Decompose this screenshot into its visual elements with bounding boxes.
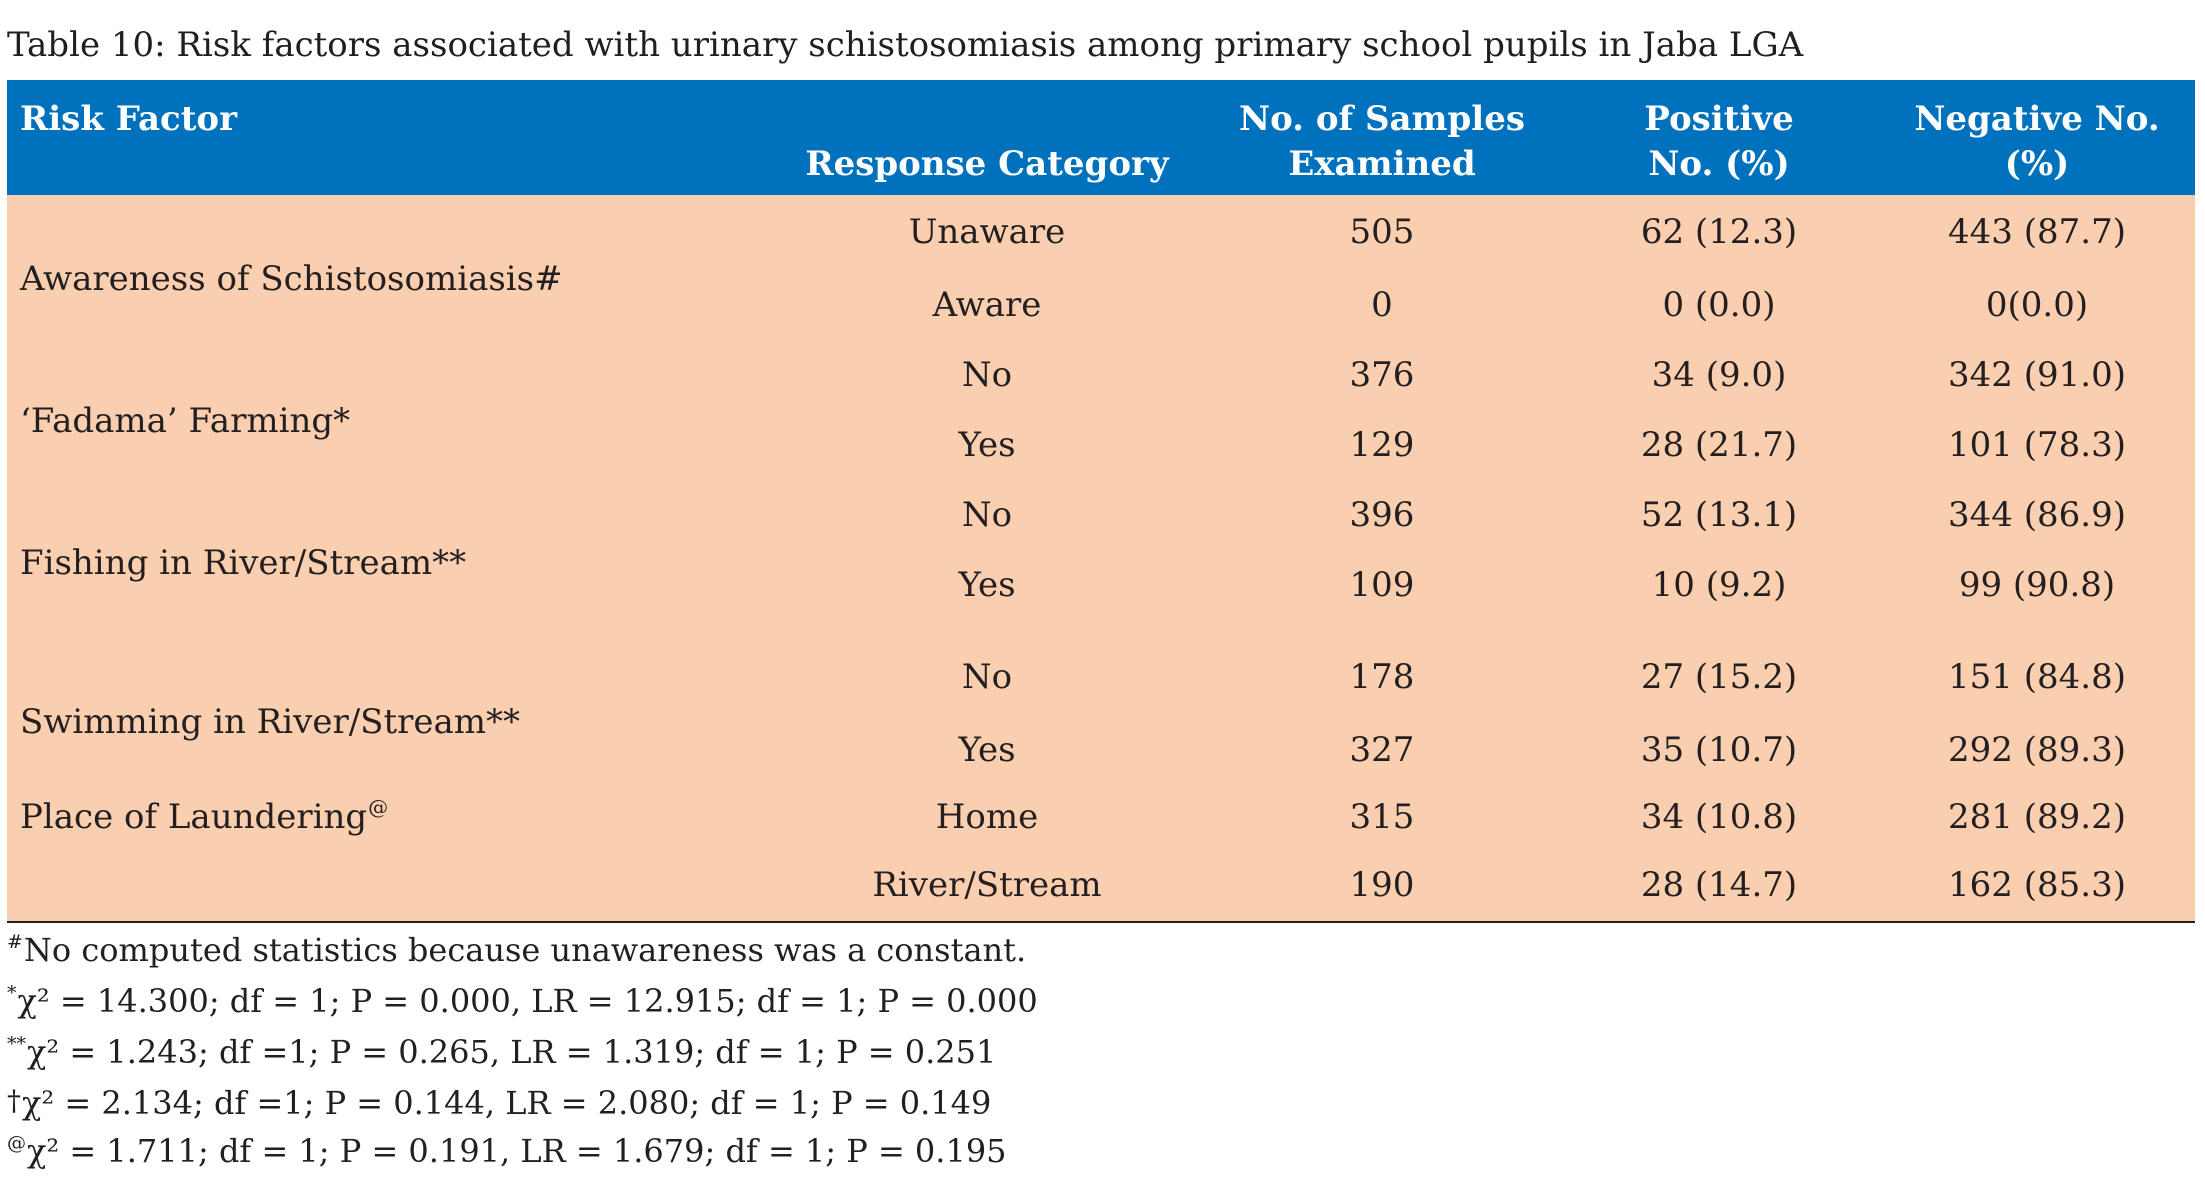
negative-cell: 0(0.0) bbox=[1985, 284, 2089, 325]
header-negative-line2: (%) bbox=[2004, 144, 2070, 184]
risk-factor-cell: Fishing in River/Stream** bbox=[20, 542, 467, 583]
table-header: Risk Factor Response Category No. of Sam… bbox=[7, 80, 2195, 195]
negative-cell: 344 (86.9) bbox=[1948, 494, 2126, 535]
response-category-cell: No bbox=[961, 494, 1013, 535]
risk-factor-marker: @ bbox=[368, 795, 389, 819]
response-category-cell: Yes bbox=[958, 564, 1016, 605]
risk-factors-table: Risk Factor Response Category No. of Sam… bbox=[7, 80, 2195, 923]
footnote-text: χ² = 1.711; df = 1; P = 0.191, LR = 1.67… bbox=[27, 1132, 1007, 1170]
footnote: *χ² = 14.300; df = 1; P = 0.000, LR = 12… bbox=[7, 978, 1038, 1029]
footnote: **χ² = 1.243; df =1; P = 0.265, LR = 1.3… bbox=[7, 1029, 1038, 1080]
negative-cell: 292 (89.3) bbox=[1948, 729, 2126, 770]
header-samples-line1: No. of Samples bbox=[1239, 99, 1525, 139]
table-row: Awareness of Schistosomiasis# Unaware 50… bbox=[7, 195, 2195, 299]
samples-examined-cell: 315 bbox=[1349, 797, 1415, 837]
negative-cell: 162 (85.3) bbox=[1948, 865, 2126, 905]
positive-cell: 34 (10.8) bbox=[1640, 797, 1798, 837]
footnote: #No computed statistics because unawaren… bbox=[7, 927, 1038, 978]
header-samples-examined: No. of Samples Examined bbox=[1205, 80, 1559, 195]
positive-cell: 28 (21.7) bbox=[1640, 424, 1798, 465]
response-category-cell: No bbox=[961, 657, 1013, 697]
header-samples-line2: Examined bbox=[1288, 144, 1476, 184]
positive-cell: 0 (0.0) bbox=[1662, 284, 1776, 325]
positive-cell: 34 (9.0) bbox=[1651, 354, 1787, 395]
samples-examined-cell: 327 bbox=[1349, 729, 1415, 770]
risk-factor-label: Place of Laundering bbox=[20, 797, 368, 837]
table-row: Swimming in River/Stream** No 178 27 (15… bbox=[7, 620, 2195, 742]
footnote: †χ² = 2.134; df =1; P = 0.144, LR = 2.08… bbox=[7, 1080, 1038, 1128]
table-row: Fishing in River/Stream** No 396 52 (13.… bbox=[7, 480, 2195, 583]
samples-examined-cell: 190 bbox=[1349, 865, 1415, 905]
header-risk-factor: Risk Factor bbox=[7, 80, 769, 195]
negative-cell: 101 (78.3) bbox=[1948, 424, 2126, 465]
samples-examined-cell: 129 bbox=[1349, 424, 1415, 465]
samples-examined-cell: 396 bbox=[1349, 494, 1415, 535]
footnote-marker: ** bbox=[7, 1033, 26, 1055]
header-positive-line2: No. (%) bbox=[1648, 144, 1790, 184]
footnote-marker: @ bbox=[7, 1132, 26, 1154]
header-negative-line1: Negative No. bbox=[1914, 99, 2160, 139]
positive-cell: 28 (14.7) bbox=[1640, 865, 1798, 905]
response-category-cell: Aware bbox=[932, 284, 1042, 325]
positive-cell: 62 (12.3) bbox=[1640, 212, 1798, 252]
response-category-cell: No bbox=[961, 354, 1013, 395]
table-row: Place of Laundering@ Home 315 34 (10.8) … bbox=[7, 785, 2195, 850]
header-row: Risk Factor Response Category No. of Sam… bbox=[7, 80, 2195, 195]
positive-cell: 27 (15.2) bbox=[1640, 657, 1798, 697]
table-footnotes: #No computed statistics because unawaren… bbox=[7, 927, 1038, 1179]
header-risk-factor-label: Risk Factor bbox=[20, 99, 238, 139]
samples-examined-cell: 109 bbox=[1349, 564, 1415, 605]
samples-examined-cell: 376 bbox=[1349, 354, 1415, 395]
header-negative: Negative No. (%) bbox=[1879, 80, 2195, 195]
response-category-cell: River/Stream bbox=[872, 865, 1102, 905]
header-response-category-label: Response Category bbox=[805, 144, 1169, 184]
response-category-cell: Yes bbox=[958, 729, 1016, 770]
risk-factor-cell: Awareness of Schistosomiasis# bbox=[20, 259, 563, 299]
footnote-marker: # bbox=[7, 931, 23, 953]
footnote: @χ² = 1.711; df = 1; P = 0.191, LR = 1.6… bbox=[7, 1128, 1038, 1179]
header-positive: Positive No. (%) bbox=[1559, 80, 1879, 195]
samples-examined-cell: 0 bbox=[1371, 284, 1393, 325]
samples-examined-cell: 178 bbox=[1349, 657, 1415, 697]
table-row: ‘Fadama’ Farming* No 376 34 (9.0) 342 (9… bbox=[7, 340, 2195, 441]
header-positive-line1: Positive bbox=[1644, 99, 1794, 139]
samples-examined-cell: 505 bbox=[1349, 212, 1415, 252]
negative-cell: 281 (89.2) bbox=[1948, 797, 2126, 837]
risk-factor-cell: Swimming in River/Stream** bbox=[20, 702, 521, 742]
negative-cell: 151 (84.8) bbox=[1948, 657, 2126, 697]
footnote-text: No computed statistics because unawarene… bbox=[23, 931, 1027, 969]
positive-cell: 52 (13.1) bbox=[1640, 494, 1798, 535]
footnote-text: χ² = 2.134; df =1; P = 0.144, LR = 2.080… bbox=[22, 1084, 992, 1122]
table-title: Table 10: Risk factors associated with u… bbox=[7, 25, 1804, 65]
positive-cell: 10 (9.2) bbox=[1651, 564, 1787, 605]
response-category-cell: Yes bbox=[958, 424, 1016, 465]
positive-cell: 35 (10.7) bbox=[1640, 729, 1798, 770]
negative-cell: 342 (91.0) bbox=[1948, 354, 2126, 395]
risk-factor-cell: ‘Fadama’ Farming* bbox=[20, 400, 351, 441]
negative-cell: 99 (90.8) bbox=[1958, 564, 2116, 605]
response-category-cell: Unaware bbox=[908, 212, 1066, 252]
table-body: Awareness of Schistosomiasis# Unaware 50… bbox=[7, 195, 2195, 922]
risk-factor-cell: Place of Laundering@ bbox=[7, 785, 769, 922]
footnote-marker: * bbox=[7, 982, 17, 1004]
header-response-category: Response Category bbox=[769, 80, 1205, 195]
footnote-text: χ² = 14.300; df = 1; P = 0.000, LR = 12.… bbox=[17, 982, 1038, 1020]
footnote-text: χ² = 1.243; df =1; P = 0.265, LR = 1.319… bbox=[27, 1033, 997, 1071]
response-category-cell: Home bbox=[935, 797, 1039, 837]
negative-cell: 443 (87.7) bbox=[1948, 212, 2126, 252]
footnote-marker: † bbox=[7, 1084, 21, 1117]
